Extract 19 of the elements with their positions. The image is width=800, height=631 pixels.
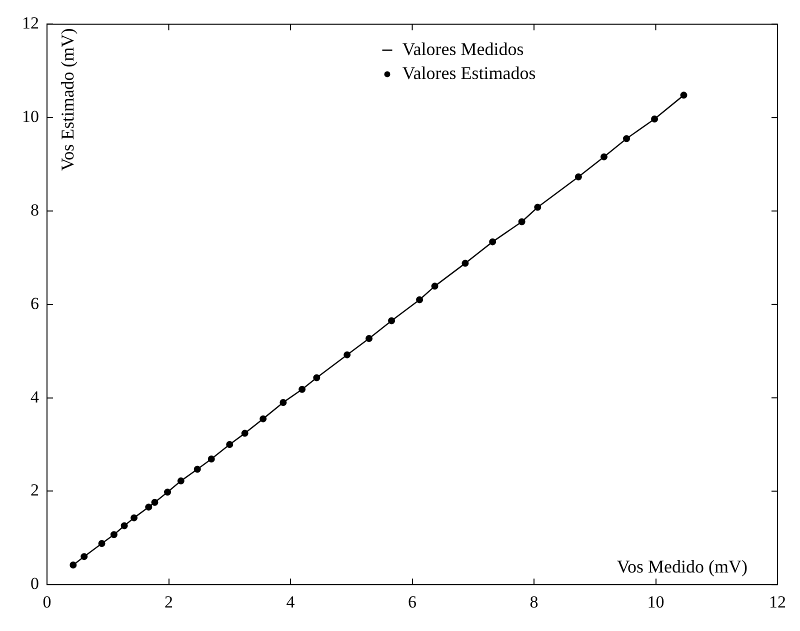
x-tick-label: 12 (769, 592, 786, 612)
x-tick-label: 8 (530, 592, 538, 612)
y-tick-label: 4 (30, 387, 40, 406)
y-tick-label: 8 (30, 200, 39, 220)
y-tick-label: 6 (30, 294, 39, 313)
y-tick-label: 0 (30, 574, 39, 594)
legend-label: Valores Estimados (402, 62, 536, 83)
y-tick-label: 10 (22, 107, 39, 126)
x-tick-label: 2 (164, 592, 173, 612)
y-tick-label: 2 (30, 480, 39, 500)
y-tick-label: 12 (22, 14, 39, 33)
x-axis-title: Vos Medido (mV) (616, 556, 748, 576)
point (70, 561, 77, 568)
x-tick-label: 6 (408, 592, 416, 612)
x-tick-label: 10 (647, 592, 664, 612)
x-tick-label: 4 (286, 592, 296, 612)
legend-label: Valores Medidos (402, 38, 524, 59)
y-axis-title: Vos Estimado (mV) (58, 28, 78, 171)
x-tick-label: 0 (42, 592, 52, 612)
